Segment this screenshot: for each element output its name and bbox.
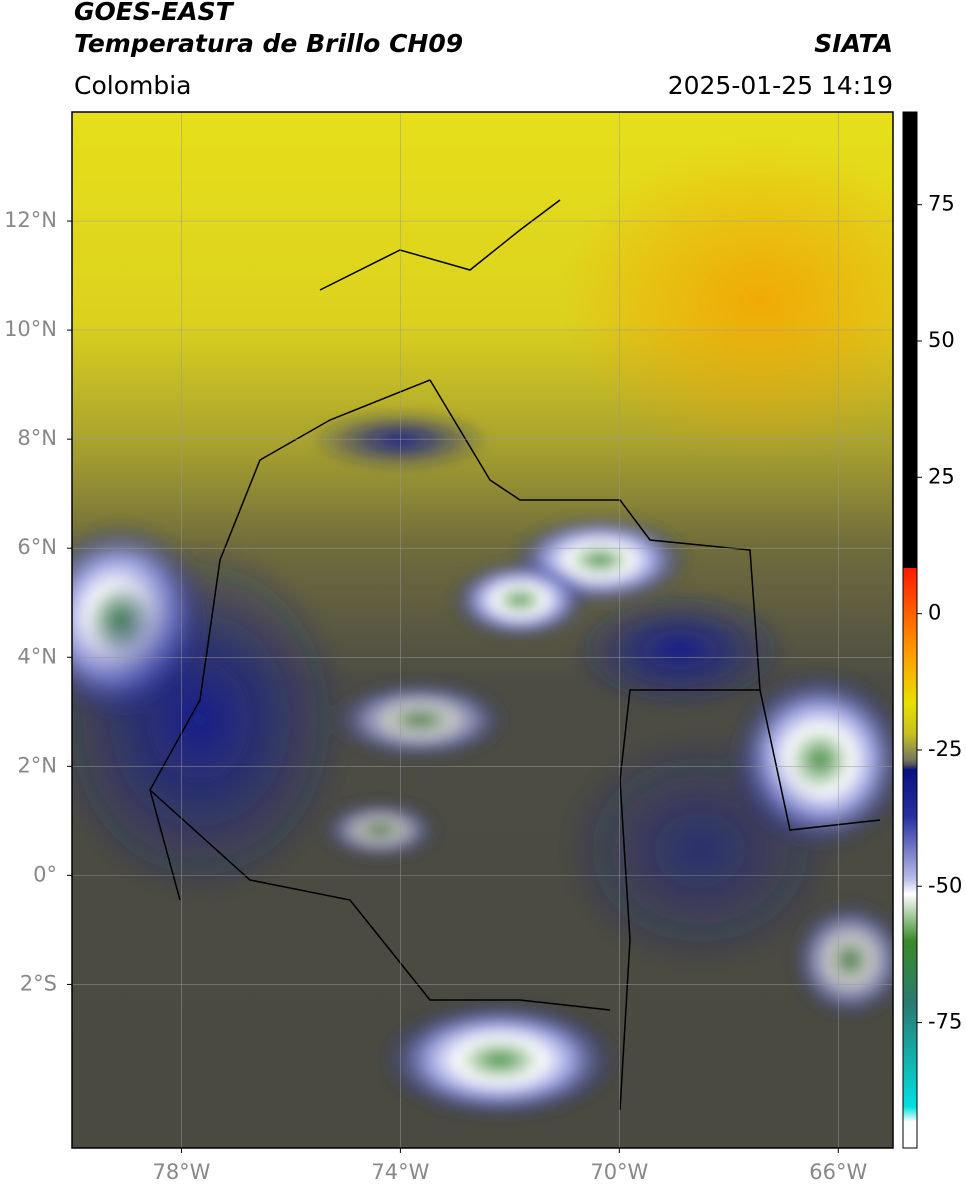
x-tick-label: 70°W	[590, 1160, 648, 1184]
source: SIATA	[814, 29, 893, 58]
title: GOES-EAST	[74, 0, 235, 26]
y-tick-label: 0°	[33, 862, 57, 886]
y-tick-label: 6°N	[17, 535, 57, 559]
y-tick-label: 2°N	[17, 753, 57, 777]
y-tick-label: 2°S	[20, 971, 57, 995]
grid	[72, 112, 893, 1148]
colorbar-tick-label: 50	[928, 328, 955, 352]
x-tick-label: 74°W	[371, 1160, 429, 1184]
map-frame	[71, 111, 894, 1149]
colorbar-tick-label: 0	[928, 601, 941, 625]
x-tick-label: 66°W	[809, 1160, 867, 1184]
borders	[149, 199, 881, 1111]
datetime: 2025-01-25 14:19	[668, 71, 893, 100]
y-tick-label: 10°N	[4, 317, 57, 341]
y-tick-label: 4°N	[17, 644, 57, 668]
colorbar-tick-label: -25	[928, 737, 962, 761]
colorbar	[902, 111, 918, 1149]
y-tick-label: 8°N	[17, 426, 57, 450]
y-tick-label: 12°N	[4, 208, 57, 232]
colorbar-tick-label: -50	[928, 873, 962, 897]
colorbar-tick-label: -75	[928, 1010, 962, 1034]
colorbar-tick-label: 75	[928, 192, 955, 216]
satellite-image	[72, 112, 893, 1148]
colorbar-tick-label: 25	[928, 464, 955, 488]
region: Colombia	[74, 71, 191, 100]
x-tick-label: 78°W	[152, 1160, 210, 1184]
subtitle: Temperatura de Brillo CH09	[74, 29, 463, 58]
